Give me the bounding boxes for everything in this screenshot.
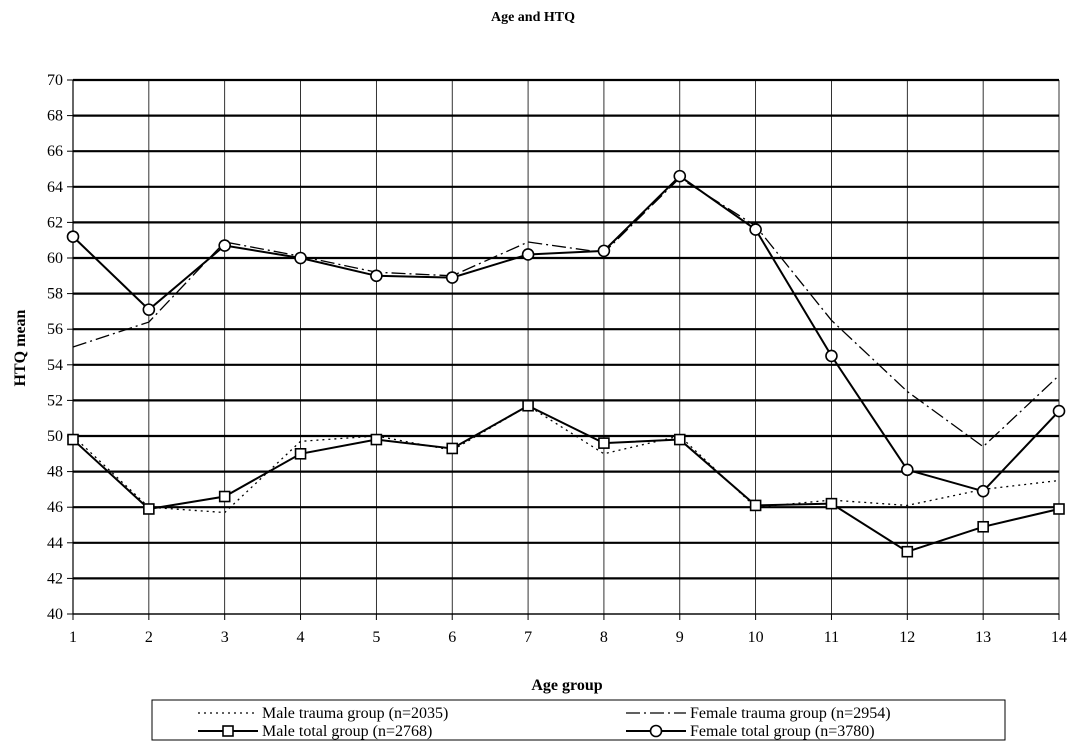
- legend-item: Male trauma group (n=2035): [198, 705, 448, 722]
- data-point: [977, 520, 989, 533]
- y-tick-label: 40: [47, 606, 63, 623]
- y-tick-label: 48: [47, 464, 63, 481]
- y-tick-label: 42: [47, 570, 63, 587]
- data-point: [673, 433, 686, 446]
- data-point: [67, 433, 79, 446]
- y-tick-label: 46: [47, 499, 63, 516]
- series-1: [72, 404, 1060, 514]
- data-point: [218, 239, 231, 252]
- data-point: [1052, 404, 1066, 418]
- data-point: [1053, 503, 1065, 515]
- legend-item: Female total group (n=3780): [626, 723, 875, 740]
- data-point: [142, 303, 156, 316]
- x-tick-label: 2: [145, 629, 153, 646]
- chart-title: Age and HTQ: [491, 10, 575, 25]
- grid: [72, 78, 1060, 615]
- data-point: [294, 251, 307, 265]
- x-tick-label: 1: [69, 629, 77, 646]
- y-tick-label: 50: [47, 428, 63, 445]
- y-tick-label: 44: [47, 535, 63, 552]
- data-point: [218, 490, 231, 503]
- x-tick-label: 4: [297, 629, 305, 646]
- legend-marker: [222, 725, 234, 737]
- y-tick-label: 60: [47, 250, 63, 267]
- series-line: [72, 177, 1060, 448]
- y-tick-label: 54: [47, 357, 63, 374]
- y-tick-label: 68: [47, 108, 63, 125]
- x-tick-label: 7: [524, 629, 532, 646]
- data-point: [598, 437, 610, 449]
- y-tick-label: 70: [47, 72, 63, 89]
- data-point: [749, 499, 762, 512]
- x-tick-label: 8: [600, 629, 608, 646]
- series-lines: [66, 169, 1066, 558]
- data-point: [597, 244, 611, 258]
- data-point: [370, 269, 383, 283]
- y-tick-label: 56: [47, 321, 63, 338]
- data-point: [446, 442, 459, 455]
- axes: [67, 79, 1060, 620]
- x-tick-label: 14: [1051, 629, 1067, 646]
- data-point: [901, 545, 914, 558]
- series-3: [67, 399, 1065, 558]
- y-tick-label: 58: [47, 286, 63, 303]
- x-tick-label: 5: [372, 629, 380, 646]
- data-point: [294, 447, 307, 460]
- legend-item: Female trauma group (n=2954): [626, 705, 891, 722]
- data-point: [521, 248, 535, 261]
- series-line: [72, 404, 1060, 553]
- series-4: [66, 169, 1066, 498]
- x-tick-label: 3: [221, 629, 229, 646]
- legend-label: Male total group (n=2768): [262, 723, 432, 740]
- y-tick-label: 66: [47, 143, 63, 160]
- data-point: [749, 223, 762, 236]
- x-tick-label: 10: [748, 629, 764, 646]
- data-point: [673, 169, 687, 183]
- data-point: [825, 497, 838, 510]
- x-tick-label: 9: [676, 629, 684, 646]
- series-line: [72, 174, 1060, 493]
- legend-label: Female total group (n=3780): [690, 723, 875, 740]
- y-tick-label: 62: [47, 214, 63, 231]
- legend-marker: [649, 724, 663, 738]
- legend: Male trauma group (n=2035) Female trauma …: [151, 699, 1006, 741]
- data-point: [66, 230, 80, 243]
- series-2: [72, 177, 1060, 448]
- data-point: [143, 503, 155, 515]
- y-tick-label: 52: [47, 392, 63, 409]
- y-axis-label: HTQ mean: [12, 309, 29, 386]
- x-tick-label: 13: [975, 629, 991, 646]
- x-axis-label: Age group: [531, 677, 602, 694]
- data-point: [901, 463, 914, 477]
- data-point: [825, 349, 838, 363]
- x-tick-label: 11: [824, 629, 839, 646]
- legend-box: [151, 699, 1006, 741]
- data-point: [445, 271, 459, 284]
- series-line: [72, 404, 1060, 514]
- data-point: [370, 433, 383, 446]
- y-tick-label: 64: [47, 179, 63, 196]
- data-point: [976, 484, 990, 498]
- legend-label: Female trauma group (n=2954): [690, 705, 891, 722]
- legend-item: Male total group (n=2768): [198, 723, 432, 740]
- x-tick-label: 6: [448, 629, 456, 646]
- data-point: [522, 399, 534, 412]
- x-tick-label: 12: [899, 629, 915, 646]
- legend-label: Male trauma group (n=2035): [262, 705, 448, 722]
